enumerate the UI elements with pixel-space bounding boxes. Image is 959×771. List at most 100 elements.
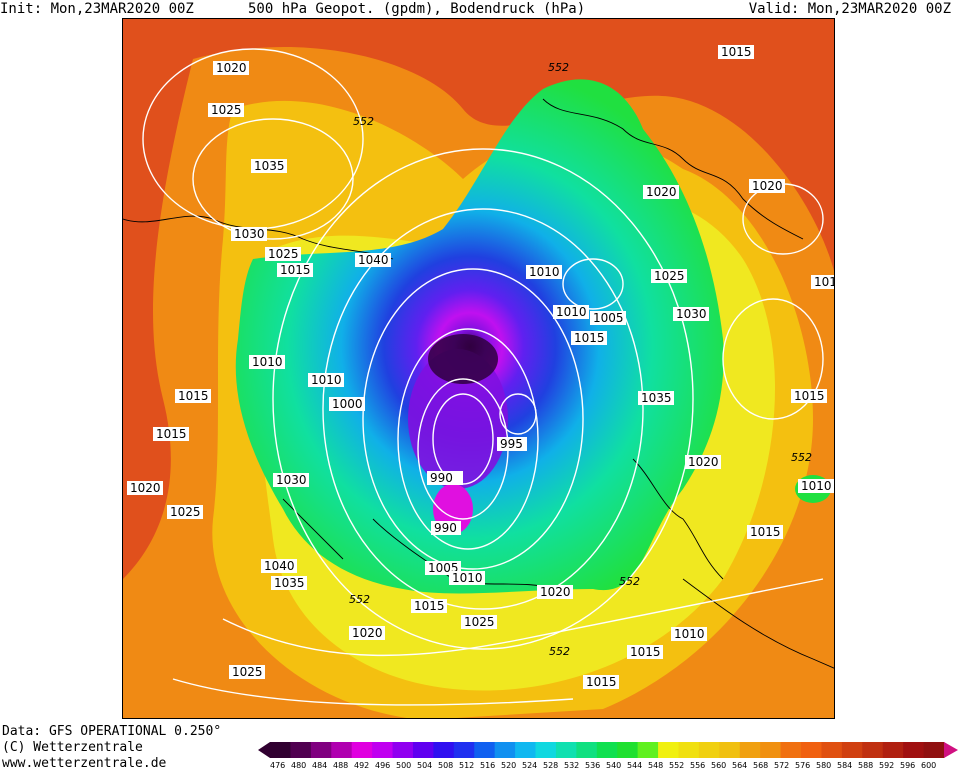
legend-level-label: 528 [543, 761, 558, 770]
geopotential-label: 552 [619, 575, 640, 588]
isobar-label: 1015 [586, 675, 617, 689]
isobar-label: 995 [500, 437, 523, 451]
init-time: Init: Mon,23MAR2020 00Z [0, 1, 194, 17]
legend-level-label: 564 [732, 761, 747, 770]
isobar-label: 1030 [676, 307, 707, 321]
legend-level-label: 556 [690, 761, 705, 770]
isobar-label: 1025 [170, 505, 201, 519]
isobar-label: 1020 [752, 179, 783, 193]
isobar-label: 1035 [641, 391, 672, 405]
legend-level-label: 536 [585, 761, 600, 770]
isobar-label: 1015 [814, 275, 835, 289]
isobar-label: 1015 [630, 645, 661, 659]
legend-swatch [290, 742, 312, 758]
weather-map[interactable]: 1020 1025 1035 1030 1025 1015 1010 1010 … [122, 18, 835, 719]
legend-swatch [351, 742, 373, 758]
isobar-label: 1015 [280, 263, 311, 277]
legend-level-label: 552 [669, 761, 684, 770]
isobar-label: 1030 [276, 473, 307, 487]
legend-arrow-low [258, 742, 270, 758]
legend-swatch [821, 742, 843, 758]
legend-swatch [698, 742, 720, 758]
legend-swatch [576, 742, 598, 758]
isobar-label: 1020 [352, 626, 383, 640]
legend-swatch [596, 742, 618, 758]
legend-level-label: 488 [333, 761, 348, 770]
valid-time: Valid: Mon,23MAR2020 00Z [748, 1, 951, 17]
isobar-label: 1020 [216, 61, 247, 75]
legend-level-label: 520 [501, 761, 516, 770]
isobar-label: 1015 [414, 599, 445, 613]
legend-level-label: 600 [921, 761, 936, 770]
isobar-label: 1035 [274, 576, 305, 590]
legend-level-label: 588 [858, 761, 873, 770]
legend-level-label: 492 [354, 761, 369, 770]
legend-swatch [801, 742, 822, 758]
isobar-label: 1025 [268, 247, 299, 261]
legend-swatch [760, 742, 782, 758]
legend-level-label: 476 [270, 761, 285, 770]
isobar-label: 1025 [654, 269, 685, 283]
low-core [408, 349, 508, 489]
geopotential-label: 552 [791, 451, 812, 464]
isobar-label: 1025 [232, 665, 263, 679]
isobar-labels: 1020 1025 1035 1030 1025 1015 1010 1010 … [127, 45, 835, 689]
isobar-label: 1005 [593, 311, 624, 325]
isobar-label: 1020 [540, 585, 571, 599]
legend-swatch [535, 742, 557, 758]
legend-swatch [678, 742, 700, 758]
geopotential-label: 552 [548, 61, 569, 74]
geopotential-labels: 552 552 552 552 552 552 [349, 61, 812, 658]
legend-level-label: 480 [291, 761, 306, 770]
legend-level-label: 496 [375, 761, 390, 770]
legend-level-label: 540 [606, 761, 621, 770]
isobar-label: 1020 [130, 481, 161, 495]
isobar-label: 1020 [688, 455, 719, 469]
legend-swatch [862, 742, 884, 758]
legend-swatch [719, 742, 741, 758]
legend-level-label: 512 [459, 761, 474, 770]
isobar-label: 1015 [794, 389, 825, 403]
trough-region [235, 79, 724, 594]
legend-swatch [372, 742, 394, 758]
legend-swatch [555, 742, 577, 758]
legend-level-label: 504 [417, 761, 432, 770]
geopotential-label: 552 [549, 645, 570, 658]
isobar-label: 1035 [254, 159, 285, 173]
isobar-label: 1015 [156, 427, 187, 441]
legend-level-label: 516 [480, 761, 495, 770]
legend-level-label: 532 [564, 761, 579, 770]
isobar-label: 1020 [646, 185, 677, 199]
legend-swatch [433, 742, 455, 758]
geopotential-label: 552 [349, 593, 370, 606]
legend-arrow-high [944, 742, 958, 758]
legend-swatch [739, 742, 761, 758]
legend-level-label: 576 [795, 761, 810, 770]
website-url[interactable]: www.wetterzentrale.de [2, 756, 167, 771]
legend-swatch [494, 742, 516, 758]
isobar-label: 1015 [750, 525, 781, 539]
map-title: 500 hPa Geopot. (gpdm), Bodendruck (hPa) [248, 1, 586, 17]
isobar-label: 1015 [721, 45, 752, 59]
legend-swatch [412, 742, 434, 758]
color-legend-bar [258, 742, 958, 758]
isobar-label: 1015 [178, 389, 209, 403]
legend-level-label: 548 [648, 761, 663, 770]
legend-level-label: 544 [627, 761, 642, 770]
legend-level-label: 500 [396, 761, 411, 770]
legend-swatch [270, 742, 291, 758]
legend-level-label: 596 [900, 761, 915, 770]
legend-swatch [658, 742, 679, 758]
isobar-label: 1010 [674, 627, 705, 641]
legend-level-label: 560 [711, 761, 726, 770]
legend-swatch [780, 742, 802, 758]
isobar-label: 990 [430, 471, 453, 485]
legend-swatch [637, 742, 659, 758]
low-center [428, 334, 498, 384]
isobar-label: 1010 [801, 479, 832, 493]
isobar-label: 1025 [211, 103, 242, 117]
legend-swatch [617, 742, 639, 758]
isobar-label: 1010 [252, 355, 283, 369]
legend-swatch [453, 742, 475, 758]
data-source: Data: GFS OPERATIONAL 0.250° [2, 724, 222, 739]
